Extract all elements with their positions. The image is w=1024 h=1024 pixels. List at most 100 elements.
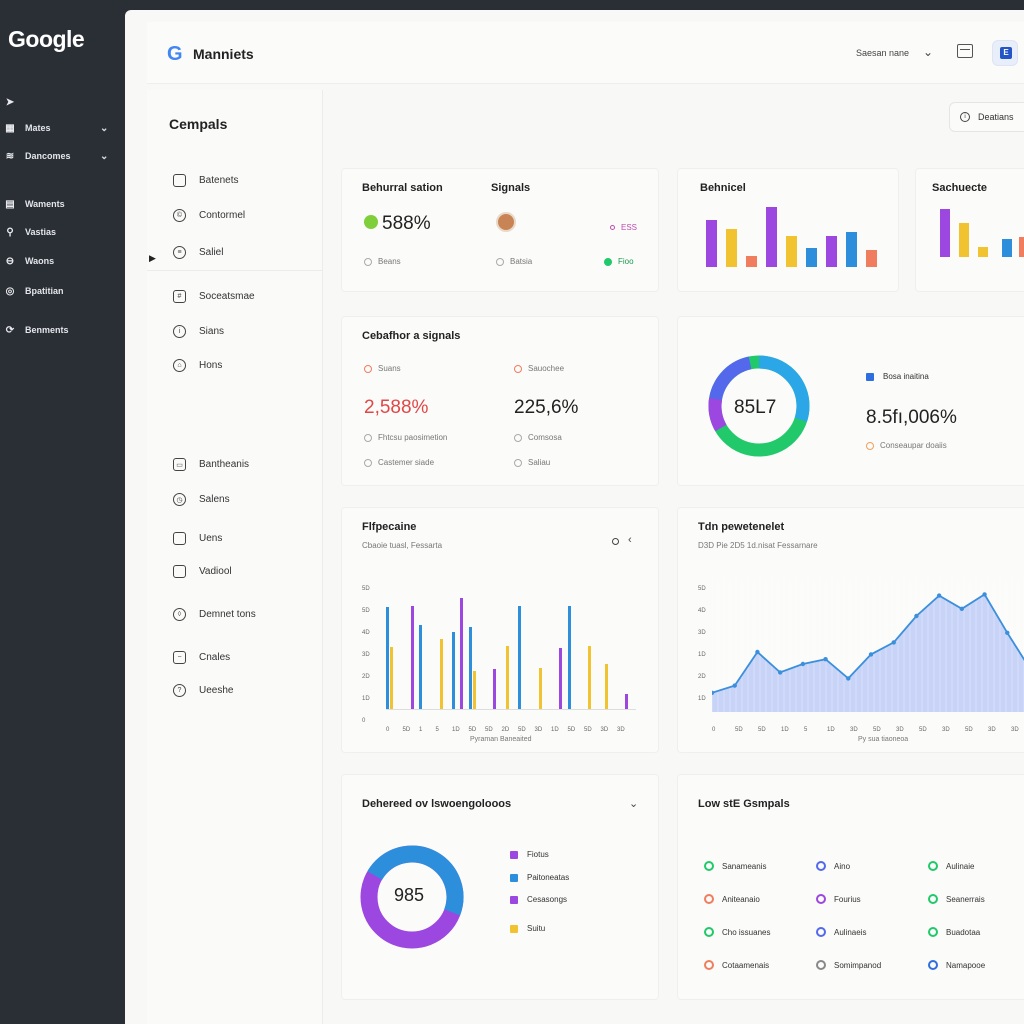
legend-swatch [510, 850, 518, 859]
x-tick-label: 1 [419, 727, 423, 733]
circle-icon: © [173, 209, 186, 222]
subnav-item-label: Salens [199, 494, 230, 505]
chevron-down-icon[interactable]: ⌄ [629, 798, 639, 810]
stat-label: Suans [364, 364, 401, 373]
drop-icon: ◊ [173, 608, 186, 621]
rail-item-mates[interactable]: ▦ Mates ⌄ [4, 122, 108, 134]
rail-item-waons[interactable]: ⊖ Waons [4, 255, 54, 267]
y-tick-label: 5D [362, 608, 370, 614]
dot-icon [604, 257, 612, 266]
signal-item[interactable]: Cho issuanes [704, 927, 770, 937]
stat-value: 2,588% [364, 397, 429, 418]
google-logo[interactable]: Google [8, 26, 85, 52]
subnav-item[interactable]: ◊ Demnet tons [173, 608, 256, 621]
x-tick-label: 3D [534, 727, 543, 733]
google-g-icon: G [167, 43, 183, 65]
rail-item-benments[interactable]: ⟳ Benments [4, 324, 69, 336]
data-point [868, 652, 874, 657]
rail-item-vastias[interactable]: ⚲ Vastias [4, 226, 56, 238]
stat-label-text: Suans [378, 364, 401, 373]
x-tick-label: 5D [873, 727, 881, 733]
details-button[interactable]: i Deatians [949, 102, 1024, 132]
rail-item-label: Dancomes [25, 151, 71, 161]
bar [978, 247, 988, 257]
signal-item[interactable]: Aniteanaio [704, 894, 760, 904]
data-point [732, 683, 737, 688]
y-tick-label: 4D [362, 630, 370, 636]
legend-label: Cesasongs [527, 895, 568, 904]
secondary-nav: Cempals ▶ Batenets © Contormel ≡ Saliel # S… [147, 90, 323, 1024]
low-signals-card: Low stE Gsmpals Sanameanis Aino Aulinaie An… [677, 774, 1024, 1000]
divider [147, 270, 323, 271]
info-icon: i [960, 112, 970, 122]
subnav-item[interactable]: ▭ Bantheanis [173, 458, 249, 471]
signal-item[interactable]: Namapooe [928, 960, 985, 970]
signal-item[interactable]: Somimpanod [816, 960, 881, 970]
chart-bar [493, 669, 496, 709]
chevron-left-icon[interactable]: ‹ [628, 534, 632, 546]
subnav-item[interactable]: ? Ueeshe [173, 684, 233, 697]
signal-item[interactable]: Fourius [816, 894, 861, 904]
x-tick-label: 5D [518, 727, 526, 733]
signal-item[interactable]: Cotaamenais [704, 960, 769, 970]
rail-item-bpatitian[interactable]: ◎ Bpatitian [4, 285, 64, 297]
area-chart-card: Tdn pewetenelet D3D Pie 2D5 1d.nisat Fes… [677, 507, 1024, 753]
dot-icon[interactable] [612, 538, 619, 545]
data-point [777, 670, 783, 675]
y-tick-label: 1D [362, 696, 370, 702]
subnav-item[interactable]: © Contormel [173, 209, 245, 222]
signal-item[interactable]: Aino [816, 861, 850, 871]
chart-bar [518, 606, 521, 709]
signal-item[interactable]: Seanerrais [928, 894, 985, 904]
chart-subtitle: D3D Pie 2D5 1d.nisat Fessarnare [698, 541, 818, 550]
subnav-item[interactable]: − Cnales [173, 651, 230, 664]
grid-icon: # [173, 290, 186, 303]
x-tick-label: 3D [850, 727, 858, 733]
x-tick-label: 5D [584, 727, 592, 733]
donut-value: 8.5fı,006% [866, 407, 957, 428]
signal-item[interactable]: Aulinaeis [816, 927, 866, 937]
rail-item-dancomes[interactable]: ≋ Dancomes ⌄ [4, 150, 109, 162]
chart-bar [846, 232, 857, 267]
subnav-item[interactable]: Vadiool [173, 565, 232, 578]
data-point [891, 640, 896, 645]
avatar[interactable]: E [992, 40, 1018, 66]
signal-item[interactable]: Sanameanis [704, 861, 766, 871]
signal-item[interactable]: Aulinaie [928, 861, 974, 871]
subnav-item-label: Batenets [199, 175, 239, 186]
y-tick-label: 5D [698, 586, 706, 592]
x-tick-label: 5D [965, 727, 973, 733]
workspace-select[interactable]: Saesan nane [856, 48, 910, 58]
donut-chart [708, 355, 810, 457]
rail-item-back[interactable]: ➤ [4, 96, 25, 108]
chart-title: Tdn pewetenelet [698, 521, 785, 533]
status-ring-icon [928, 960, 938, 970]
help-icon: ? [173, 684, 186, 697]
x-tick-label: 3D [617, 727, 625, 733]
stat-sub: Castemer siade [364, 458, 434, 467]
subnav-item[interactable]: # Soceatsmae [173, 290, 255, 303]
subnav-item[interactable]: Batenets [173, 174, 238, 187]
chart-bar [439, 639, 443, 709]
dot-icon [610, 225, 615, 230]
rail-item-waments[interactable]: ▤ Waments [4, 198, 64, 210]
signal-item[interactable]: Buadotaa [928, 927, 980, 937]
rail-item-label: Vastias [25, 227, 57, 237]
subnav-item[interactable]: Uens [173, 532, 222, 545]
chevron-down-icon[interactable]: ⌄ [923, 45, 934, 59]
home-icon: ⌂ [173, 359, 186, 372]
status-dot [364, 215, 378, 229]
stat-sub-text: Fhtcsu paosimetion [378, 433, 448, 442]
area-chart [712, 578, 1024, 712]
kpi-card-bars: Behnicel [677, 168, 899, 292]
spinner-icon: ⟳ [5, 324, 15, 336]
subnav-item[interactable]: ⌂ Hons [173, 359, 222, 372]
info-icon: i [173, 325, 186, 338]
subnav-item-active[interactable]: ≡ Saliel [173, 246, 223, 259]
subnav-item[interactable]: ◷ Salens [173, 493, 230, 506]
subnav-item[interactable]: i Sians [173, 325, 224, 338]
window-icon[interactable] [957, 44, 973, 58]
donut-chart [360, 845, 464, 949]
status-ring-icon [704, 894, 714, 904]
data-point [800, 661, 806, 667]
